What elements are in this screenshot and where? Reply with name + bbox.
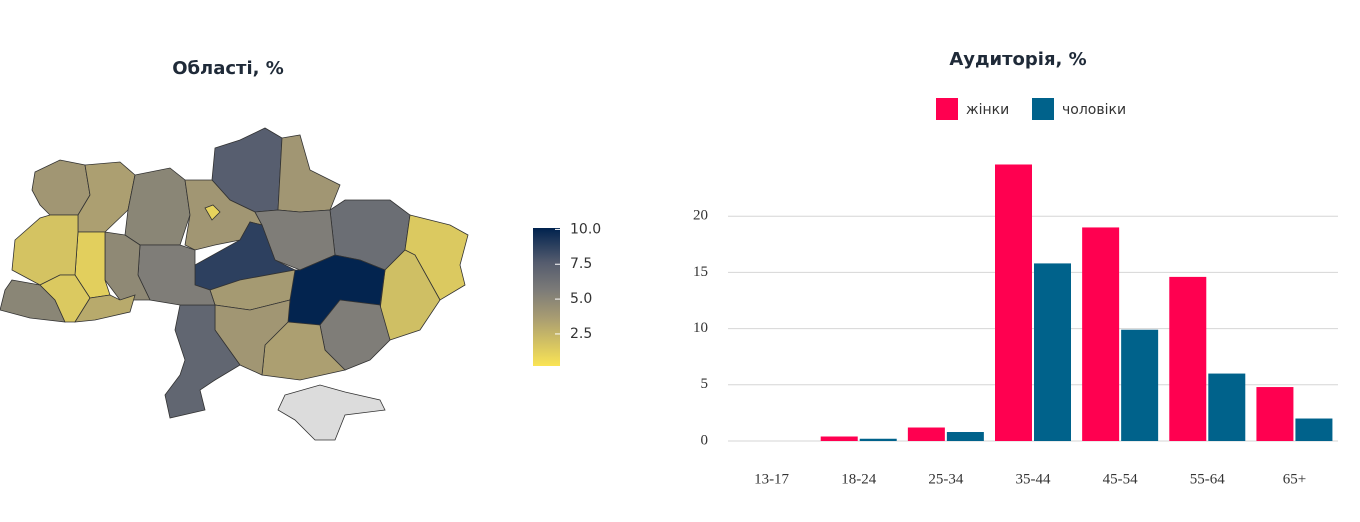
region	[74, 294, 136, 323]
x-tick-label: 45-54	[1103, 471, 1138, 487]
y-tick-label: 10	[693, 320, 708, 336]
x-tick-label: 35-44	[1016, 471, 1051, 487]
bar	[995, 164, 1032, 441]
region	[124, 167, 191, 246]
bar	[1121, 329, 1159, 441]
legend-swatch	[936, 98, 958, 120]
x-tick-label: 13-17	[754, 471, 789, 487]
region	[277, 384, 386, 441]
bar-title: Аудиторія, %	[949, 49, 1086, 70]
bar	[946, 432, 984, 441]
y-tick-label: 5	[701, 376, 709, 392]
region	[31, 159, 91, 216]
bar	[859, 438, 897, 441]
bar	[820, 436, 858, 441]
x-tick-label: 55-64	[1190, 471, 1225, 487]
colorbar	[533, 228, 560, 366]
x-tick-label: 18-24	[841, 471, 876, 487]
legend-label: жінки	[966, 102, 1009, 118]
bar	[1256, 387, 1294, 441]
region	[11, 214, 79, 286]
bar	[1169, 276, 1207, 441]
colorbar-label: 5.0	[570, 291, 592, 307]
legend-swatch	[1032, 98, 1054, 120]
x-tick-label: 25-34	[928, 471, 963, 487]
region	[204, 204, 221, 221]
colorbar-label: 10.0	[570, 221, 601, 237]
region	[164, 304, 241, 419]
bar	[1208, 373, 1246, 441]
region	[277, 134, 341, 213]
region	[104, 231, 151, 301]
bar	[907, 427, 945, 441]
bar	[1034, 263, 1071, 441]
colorbar-label: 7.5	[570, 256, 592, 272]
legend-label: чоловіки	[1062, 102, 1126, 118]
bar	[1082, 227, 1120, 441]
bar	[1295, 418, 1333, 441]
y-tick-label: 0	[701, 432, 709, 448]
y-tick-label: 15	[693, 264, 708, 280]
y-tick-label: 20	[693, 208, 708, 224]
x-tick-label: 65+	[1283, 471, 1306, 487]
map-title: Області, %	[172, 58, 284, 79]
colorbar-label: 2.5	[570, 326, 592, 342]
